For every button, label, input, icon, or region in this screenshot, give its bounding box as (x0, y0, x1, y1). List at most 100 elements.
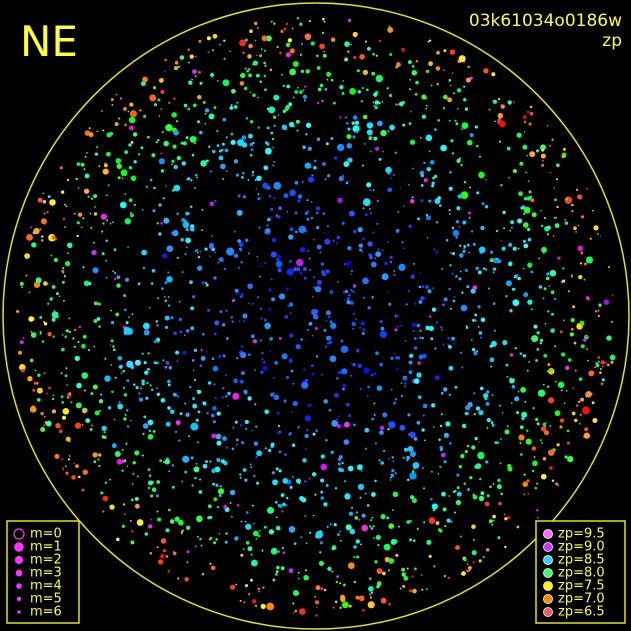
star (197, 410, 201, 414)
star (155, 141, 158, 144)
star (520, 206, 524, 210)
star (116, 275, 121, 280)
star (425, 69, 430, 74)
star (362, 198, 371, 207)
star (61, 190, 65, 194)
star (277, 431, 280, 435)
star (305, 69, 310, 74)
star (361, 524, 369, 532)
star (286, 497, 289, 500)
star (425, 107, 428, 110)
magnitude-label: m=1 (30, 540, 62, 555)
star (160, 398, 166, 403)
star (87, 195, 90, 198)
star (325, 310, 331, 316)
star (139, 109, 142, 112)
star (331, 570, 334, 573)
star (273, 22, 276, 25)
star (124, 513, 126, 515)
star (451, 152, 455, 155)
star (408, 183, 410, 186)
star (417, 217, 420, 221)
star (201, 281, 205, 285)
star (416, 421, 421, 425)
star (115, 312, 119, 317)
star (538, 285, 543, 289)
star (245, 117, 249, 120)
star (239, 423, 243, 427)
star (222, 79, 230, 86)
star (148, 429, 151, 432)
star (557, 484, 560, 487)
star (561, 352, 566, 357)
star (134, 359, 141, 366)
star (340, 539, 342, 542)
star (406, 567, 409, 570)
star (512, 101, 515, 103)
star (114, 376, 117, 379)
star (224, 540, 228, 544)
star (358, 595, 365, 602)
star (339, 530, 342, 533)
star (554, 298, 556, 300)
star (188, 80, 193, 85)
star (326, 224, 330, 228)
star (137, 282, 141, 286)
star (523, 212, 526, 215)
star (594, 366, 597, 369)
star (34, 369, 37, 372)
star (344, 41, 350, 47)
star (222, 436, 227, 441)
star (320, 496, 324, 500)
star (239, 39, 247, 47)
star (563, 147, 566, 151)
star (62, 408, 69, 415)
star (585, 335, 588, 338)
star (330, 37, 336, 42)
star (301, 180, 304, 183)
star (304, 33, 312, 40)
star (532, 407, 535, 410)
star (227, 391, 231, 396)
star (440, 452, 446, 458)
star (323, 20, 326, 23)
star (361, 250, 364, 253)
star (430, 84, 433, 87)
star (239, 599, 242, 602)
star (392, 491, 399, 497)
star (273, 181, 282, 190)
star (500, 184, 503, 187)
star (445, 238, 449, 242)
star (260, 370, 264, 374)
star (294, 211, 298, 215)
star (105, 259, 108, 262)
star (157, 341, 160, 344)
star (259, 339, 262, 342)
star (440, 144, 447, 152)
star (564, 196, 573, 204)
star (525, 171, 527, 174)
star (221, 396, 224, 399)
star (175, 431, 177, 433)
star (451, 272, 454, 275)
star (382, 150, 384, 153)
star (208, 113, 215, 120)
star (190, 326, 194, 331)
star (334, 600, 338, 604)
star (121, 448, 124, 451)
star (523, 292, 529, 298)
star (397, 210, 400, 213)
star (104, 162, 107, 165)
star (409, 79, 412, 81)
star (83, 335, 87, 339)
star (522, 239, 527, 243)
star (472, 561, 475, 564)
zp-label: zp=9.5 (558, 527, 605, 542)
star (164, 58, 168, 62)
magnitude-marker (13, 528, 25, 540)
star (117, 356, 123, 361)
star (494, 441, 498, 445)
star (298, 225, 307, 234)
star (402, 123, 406, 127)
star (268, 194, 272, 198)
